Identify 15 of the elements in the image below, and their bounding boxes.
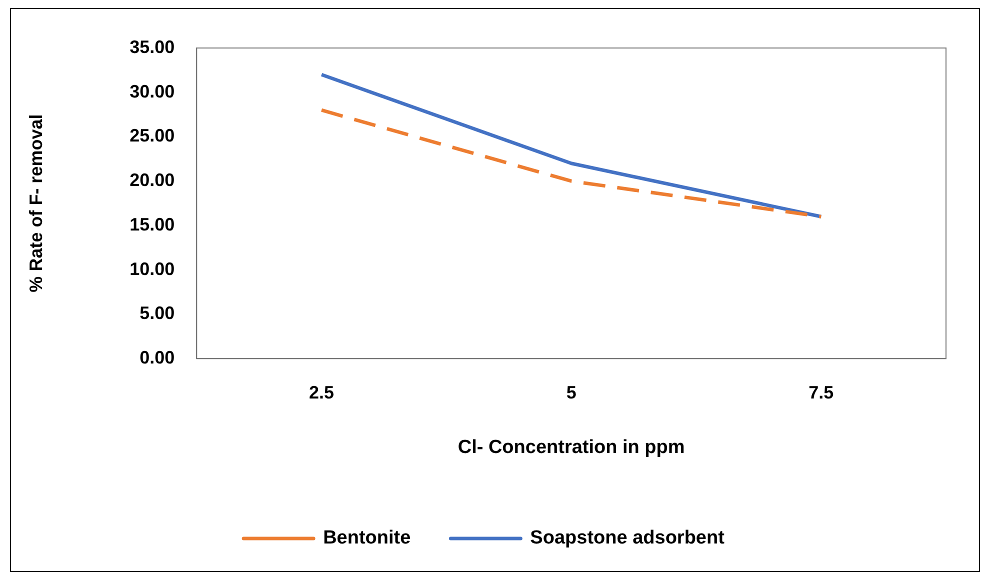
y-tick-label: 30.00 — [130, 81, 175, 102]
y-axis-title: % Rate of F- removal — [26, 114, 46, 292]
y-tick-label: 20.00 — [130, 170, 175, 190]
y-tick-label: 35.00 — [130, 36, 175, 57]
x-tick-label: 2.5 — [309, 382, 334, 402]
x-tick-label: 7.5 — [808, 382, 834, 402]
y-tick-label: 25.00 — [130, 126, 175, 146]
legend-label: Bentonite — [323, 528, 411, 549]
y-tick-label: 5.00 — [140, 303, 175, 324]
legend-label: Soapstone adsorbent — [530, 528, 726, 549]
x-tick-label: 5 — [566, 382, 576, 402]
y-tick-label: 10.00 — [130, 258, 175, 279]
y-tick-label: 0.00 — [140, 348, 175, 368]
x-axis-title: Cl- Concentration in ppm — [458, 436, 685, 458]
y-tick-label: 15.00 — [130, 214, 175, 234]
